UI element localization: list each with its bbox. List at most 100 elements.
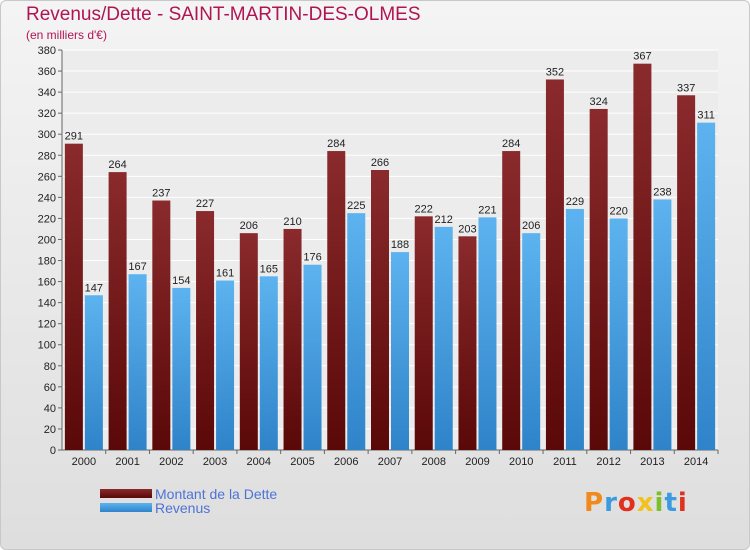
y-tick-label: 160	[38, 277, 56, 289]
data-label-debt: 337	[677, 82, 695, 94]
y-tick-label: 140	[38, 298, 56, 310]
y-tick-label: 340	[38, 87, 56, 99]
bar-debt	[239, 233, 258, 450]
proxiti-logo: Proxiti	[584, 488, 688, 518]
data-label-debt: 291	[65, 131, 83, 143]
logo-letter: P	[584, 488, 605, 518]
bar-debt	[283, 228, 302, 450]
y-tick-label: 280	[38, 150, 56, 162]
data-label-debt: 237	[152, 188, 170, 200]
bar-revenue	[391, 252, 409, 450]
data-label-debt: 367	[633, 51, 651, 63]
data-label-revenue: 165	[260, 263, 278, 275]
x-tick-label: 2009	[465, 456, 489, 468]
x-tick-label: 2012	[596, 456, 620, 468]
bar-revenue	[128, 274, 147, 450]
bar-debt	[152, 200, 171, 450]
data-label-revenue: 221	[478, 204, 496, 216]
bar-revenue	[434, 226, 453, 450]
y-tick-label: 0	[50, 445, 56, 457]
data-label-debt: 203	[458, 223, 476, 235]
bar-debt	[458, 236, 477, 450]
bar-debt	[545, 79, 564, 450]
y-tick-label: 260	[38, 171, 56, 183]
bar-revenue	[653, 199, 672, 450]
x-tick-label: 2003	[203, 456, 227, 468]
data-label-revenue: 206	[522, 220, 540, 232]
bar-revenue	[259, 276, 278, 450]
x-tick-label: 2014	[684, 456, 708, 468]
x-tick-label: 2007	[378, 456, 402, 468]
bar-revenue	[697, 122, 716, 450]
bar-revenue	[565, 208, 584, 450]
y-tick-label: 180	[38, 256, 56, 268]
legend-swatch-debt	[100, 489, 152, 498]
bar-revenue	[347, 213, 366, 450]
bar-revenue	[84, 295, 103, 450]
bar-debt	[677, 95, 696, 451]
bar-debt	[108, 172, 127, 450]
data-label-revenue: 167	[128, 261, 146, 273]
x-tick-label: 2000	[72, 456, 96, 468]
logo-letter: o	[617, 488, 637, 518]
data-label-debt: 284	[502, 138, 520, 150]
bar-debt	[589, 108, 608, 451]
data-label-revenue: 161	[216, 268, 234, 280]
legend-label-debt: Montant de la Dette	[155, 486, 278, 502]
logo-letter: x	[636, 488, 655, 518]
x-tick-label: 2005	[290, 456, 314, 468]
y-tick-label: 120	[38, 319, 56, 331]
legend-label-revenue: Revenus	[155, 500, 211, 516]
bar-revenue	[522, 233, 541, 450]
chart-title: Revenus/Dette - SAINT-MARTIN-DES-OLMES	[26, 4, 421, 25]
data-label-revenue: 220	[609, 205, 627, 217]
data-label-debt: 324	[589, 96, 607, 108]
bar-debt	[502, 151, 521, 451]
x-tick-label: 2004	[247, 456, 271, 468]
bar-debt	[633, 63, 652, 451]
y-tick-label: 200	[38, 234, 56, 246]
data-label-revenue: 229	[566, 196, 584, 208]
data-label-revenue: 238	[653, 186, 671, 198]
data-label-debt: 352	[546, 66, 564, 78]
bar-debt	[64, 143, 83, 450]
plot-area	[62, 50, 718, 450]
bar-debt	[414, 216, 433, 450]
x-tick-label: 2010	[509, 456, 533, 468]
x-tick-label: 2002	[159, 456, 183, 468]
data-label-debt: 264	[108, 159, 126, 171]
legend-swatch-revenue	[100, 503, 152, 512]
bar-debt	[327, 151, 346, 451]
logo-letter: r	[604, 488, 618, 518]
x-tick-label: 2006	[334, 456, 358, 468]
chart-subtitle: (en milliers d'€)	[26, 28, 107, 42]
data-label-debt: 210	[283, 216, 301, 228]
data-label-revenue: 188	[391, 239, 409, 251]
data-label-debt: 206	[240, 220, 258, 232]
y-tick-label: 40	[44, 403, 56, 415]
data-label-debt: 227	[196, 198, 214, 210]
y-tick-label: 80	[44, 361, 56, 373]
data-label-revenue: 154	[172, 275, 190, 287]
data-label-revenue: 212	[435, 214, 453, 226]
bar-debt	[196, 211, 215, 450]
bar-debt	[371, 170, 389, 450]
data-label-revenue: 176	[303, 252, 321, 264]
y-tick-label: 220	[38, 213, 56, 225]
bar-revenue	[609, 218, 628, 450]
data-label-debt: 284	[327, 138, 345, 150]
labels-layer: 0 20 40 60 80 100 120 140 160 180 200 220 240 260 280 3…	[38, 45, 715, 468]
y-tick-label: 60	[44, 382, 56, 394]
y-tick-label: 300	[38, 129, 56, 141]
bar-revenue	[478, 217, 497, 450]
x-tick-label: 2013	[640, 456, 664, 468]
y-tick-label: 20	[44, 424, 56, 436]
bar-revenue	[172, 287, 191, 450]
logo-letter: i	[654, 488, 665, 518]
y-tick-label: 240	[38, 192, 56, 204]
bar-revenue	[216, 280, 235, 450]
y-tick-label: 320	[38, 108, 56, 120]
data-label-revenue: 147	[85, 282, 103, 294]
data-label-revenue: 225	[347, 200, 365, 212]
